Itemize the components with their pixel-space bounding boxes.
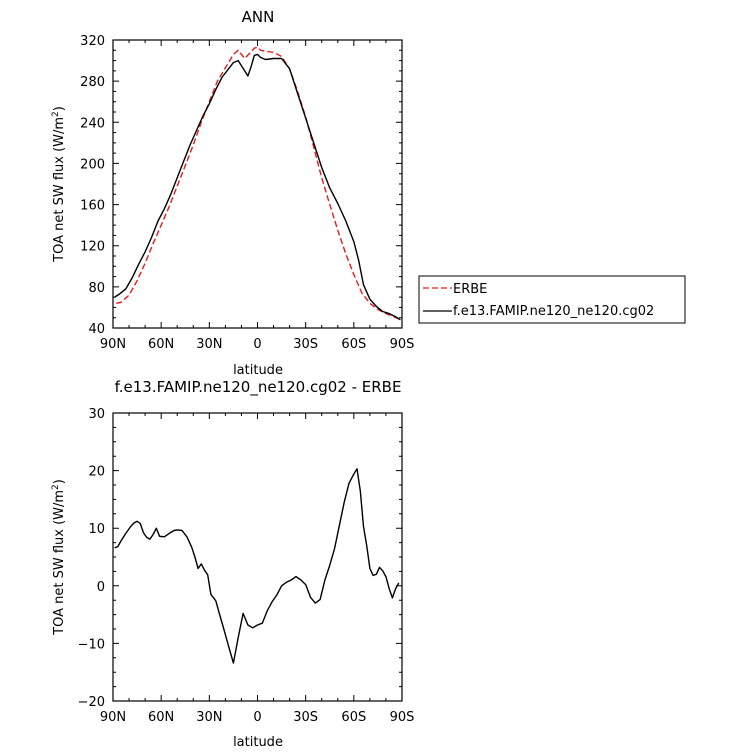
top-x-tick-label: 90N bbox=[100, 337, 126, 352]
top-x-tick-label: 60S bbox=[341, 337, 366, 352]
bottom-x-tick-label: 90N bbox=[100, 710, 126, 725]
bottom-series-group bbox=[114, 468, 400, 664]
top-series-line-model bbox=[114, 53, 401, 321]
top-panel: ANN 90N 60N 30N 0 30S 60S 90S 40 80 120 160 200 240… bbox=[51, 8, 414, 378]
legend-label-erbe: ERBE bbox=[453, 282, 487, 297]
bottom-x-tick-label: 0 bbox=[253, 710, 261, 725]
top-x-tick-label: 60N bbox=[148, 337, 174, 352]
bottom-y-tick-label: 10 bbox=[88, 522, 105, 537]
top-y-ticks: 40 80 120 160 200 240 280 320 bbox=[80, 34, 402, 337]
bottom-x-tick-label: 60N bbox=[148, 710, 174, 725]
bottom-x-tick-label: 30N bbox=[196, 710, 222, 725]
top-y-tick-label: 120 bbox=[80, 240, 105, 255]
bottom-series-line-difference bbox=[114, 468, 400, 664]
top-y-axis-title: TOA net SW flux (W/m2) bbox=[51, 106, 67, 263]
bottom-panel: f.e13.FAMIP.ne120_ne120.cg02 - ERBE 90N 6… bbox=[51, 378, 414, 750]
bottom-y-tick-label: −10 bbox=[78, 637, 105, 652]
top-x-tick-label: 30S bbox=[293, 337, 318, 352]
top-x-tick-label: 90S bbox=[390, 337, 415, 352]
top-y-tick-label: 40 bbox=[88, 322, 105, 337]
bottom-x-tick-label: 90S bbox=[390, 710, 415, 725]
bottom-x-tick-label: 30S bbox=[293, 710, 318, 725]
top-y-tick-label: 240 bbox=[80, 116, 105, 131]
top-y-tick-label: 200 bbox=[80, 157, 105, 172]
top-x-axis-title: latitude bbox=[233, 363, 283, 378]
bottom-plot-frame bbox=[112, 412, 403, 702]
top-x-tick-label: 0 bbox=[253, 337, 261, 352]
legend: ERBE f.e13.FAMIP.ne120_ne120.cg02 bbox=[418, 275, 686, 324]
top-series-line-erbe bbox=[116, 46, 401, 321]
top-x-tick-label: 30N bbox=[196, 337, 222, 352]
bottom-y-tick-label: 20 bbox=[88, 465, 105, 480]
bottom-y-tick-label: 0 bbox=[97, 580, 105, 595]
top-y-tick-label: 320 bbox=[80, 34, 105, 49]
top-series-group bbox=[114, 46, 401, 321]
bottom-y-axis-title: TOA net SW flux (W/m2) bbox=[51, 479, 67, 636]
top-y-tick-label: 160 bbox=[80, 199, 105, 214]
top-x-ticks: 90N 60N 30N 0 30S 60S 90S bbox=[100, 40, 415, 352]
legend-label-model: f.e13.FAMIP.ne120_ne120.cg02 bbox=[453, 304, 654, 319]
bottom-x-axis-title: latitude bbox=[233, 735, 283, 750]
top-y-tick-label: 280 bbox=[80, 75, 105, 90]
bottom-x-ticks: 90N 60N 30N 0 30S 60S 90S bbox=[100, 413, 415, 725]
bottom-x-tick-label: 60S bbox=[341, 710, 366, 725]
top-y-tick-label: 80 bbox=[88, 281, 105, 296]
legend-box bbox=[418, 275, 686, 324]
bottom-y-tick-label: −20 bbox=[78, 695, 105, 710]
bottom-y-ticks: −20 −10 0 10 20 30 bbox=[78, 407, 402, 710]
bottom-y-tick-label: 30 bbox=[88, 407, 105, 422]
top-plot-title: ANN bbox=[242, 8, 275, 26]
bottom-plot-title: f.e13.FAMIP.ne120_ne120.cg02 - ERBE bbox=[115, 378, 402, 397]
